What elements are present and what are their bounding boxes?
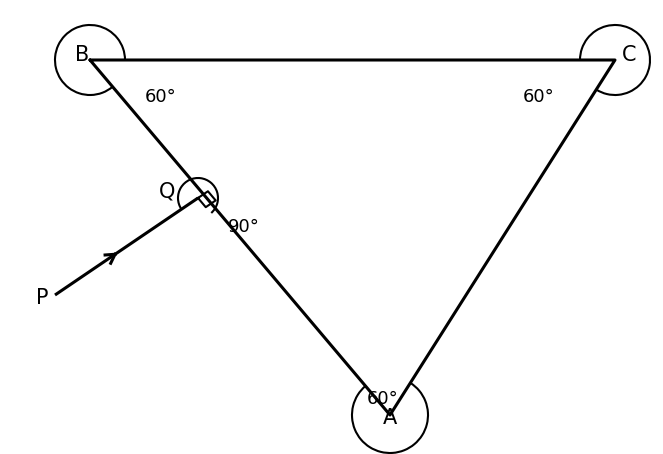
Text: 60°: 60° — [145, 88, 177, 106]
Text: Q: Q — [158, 182, 175, 202]
Text: P: P — [36, 288, 48, 308]
Text: A: A — [383, 408, 397, 428]
Text: 90°: 90° — [228, 218, 260, 236]
Text: 60°: 60° — [523, 88, 555, 106]
Text: C: C — [622, 45, 636, 65]
Text: B: B — [75, 45, 89, 65]
Text: 60°: 60° — [367, 390, 399, 408]
